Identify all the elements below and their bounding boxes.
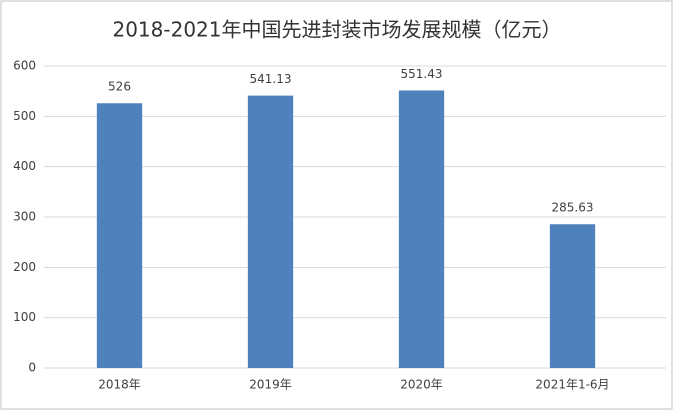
chart-title: 2018-2021年中国先进封装市场发展规模（亿元） bbox=[112, 18, 561, 42]
x-tick-label: 2020年 bbox=[400, 378, 443, 392]
bar bbox=[96, 103, 143, 368]
y-tick-label: 200 bbox=[13, 260, 36, 274]
bar bbox=[247, 95, 294, 369]
x-tick-label: 2019年 bbox=[249, 378, 292, 392]
x-tick-label: 2018年 bbox=[98, 378, 141, 392]
data-label: 285.63 bbox=[552, 201, 594, 215]
bar bbox=[549, 224, 596, 368]
x-tick-label: 2021年1-6月 bbox=[535, 378, 609, 392]
y-tick-label: 400 bbox=[13, 159, 36, 173]
y-tick-label: 0 bbox=[28, 361, 36, 375]
y-tick-label: 600 bbox=[13, 59, 36, 73]
data-label: 526 bbox=[108, 80, 131, 94]
y-tick-label: 300 bbox=[13, 210, 36, 224]
data-label: 541.13 bbox=[250, 72, 292, 86]
data-label: 551.43 bbox=[401, 67, 443, 81]
bar bbox=[398, 90, 445, 368]
y-tick-label: 100 bbox=[13, 310, 36, 324]
y-tick-label: 500 bbox=[13, 109, 36, 123]
